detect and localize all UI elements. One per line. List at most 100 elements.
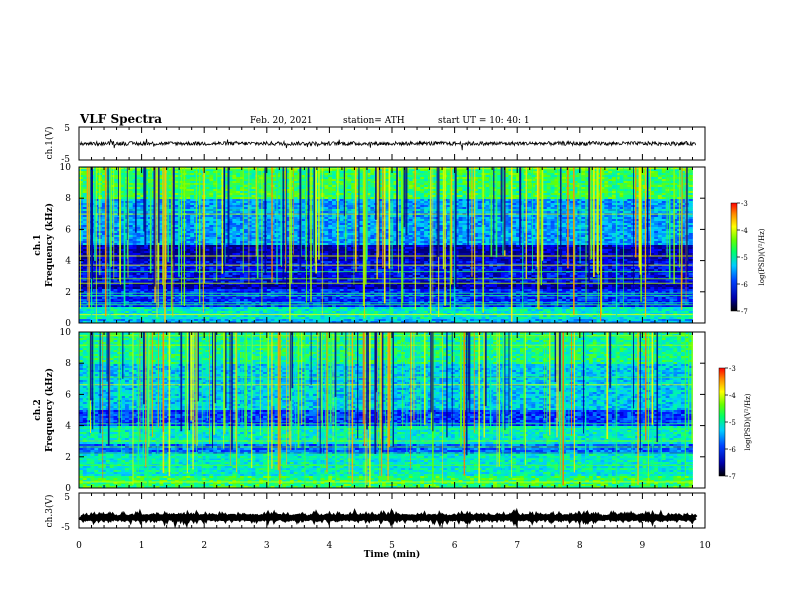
spectrogram-cell xyxy=(550,181,555,184)
spectrogram-cell xyxy=(370,203,375,206)
spectrogram-cell xyxy=(646,199,651,202)
spectrogram-cell xyxy=(408,187,413,190)
spectrogram-cell xyxy=(209,195,214,198)
spectrogram-cell xyxy=(477,197,482,200)
spectrogram-cell xyxy=(355,191,360,194)
spectrogram-cell xyxy=(600,171,605,174)
spectrogram-cell xyxy=(592,193,598,196)
spectrogram-cell xyxy=(251,191,256,194)
spectrogram-cell xyxy=(358,225,364,228)
spectrogram-cell xyxy=(128,175,134,178)
spectrogram-cell xyxy=(324,179,329,182)
spectrogram-cell xyxy=(132,211,137,214)
spectrogram-cell xyxy=(646,195,651,198)
spectrogram-cell xyxy=(190,181,195,184)
spectrogram-cell xyxy=(332,223,337,226)
spectrogram-cell xyxy=(397,181,402,184)
spectrogram-cell xyxy=(243,215,249,218)
spectrogram-cell xyxy=(680,181,686,184)
spectrogram-cell xyxy=(504,169,509,172)
spectrogram-cell xyxy=(504,179,509,182)
spectrogram-cell xyxy=(266,195,272,198)
spectrogram-cell xyxy=(485,225,490,228)
spectrogram-cell xyxy=(174,173,180,176)
spectrogram-cell xyxy=(366,211,371,214)
spectrogram-cell xyxy=(305,173,310,176)
spectrogram-cell xyxy=(232,173,237,176)
spectrogram-cell xyxy=(508,187,513,190)
spectrogram-cell xyxy=(144,203,149,206)
spectrogram-cell xyxy=(527,219,532,222)
spectrogram-cell xyxy=(167,173,172,176)
spectrogram-cell xyxy=(416,207,421,210)
spectrogram-cell xyxy=(243,199,249,202)
spectrogram-cell xyxy=(397,175,402,178)
spectrogram-cell xyxy=(339,169,344,172)
spectrogram-cell xyxy=(190,179,195,182)
spectrogram-cell xyxy=(661,177,667,180)
spectrogram-cell xyxy=(493,195,498,198)
spectrogram-cell xyxy=(144,195,149,198)
spectrogram-cell xyxy=(132,175,137,178)
spectrogram-cell xyxy=(420,217,425,220)
spectrogram-cell xyxy=(270,221,275,224)
spectrogram-cell xyxy=(546,189,552,192)
spectrogram-cell xyxy=(224,205,229,208)
spectrogram-cell xyxy=(209,207,214,210)
spectrogram-cell xyxy=(113,169,118,172)
spectrogram-cell xyxy=(236,215,241,218)
spectrogram-cell xyxy=(424,203,429,206)
spectrogram-cell xyxy=(512,185,517,188)
spectrogram-cell xyxy=(458,195,463,198)
spectrogram-cell xyxy=(627,207,632,210)
spectrogram-cell xyxy=(611,185,617,188)
spectrogram-cell xyxy=(600,185,605,188)
spectrogram-cell xyxy=(205,201,210,204)
spectrogram-cell xyxy=(113,215,118,218)
spectrogram-cell xyxy=(305,177,310,180)
spectrogram-cell xyxy=(178,211,183,214)
spectrogram-cell xyxy=(190,195,195,198)
spectrogram-cell xyxy=(259,181,264,184)
spectrogram-cell xyxy=(351,201,356,204)
spectrogram-cell xyxy=(680,173,686,176)
spectrogram-cell xyxy=(286,219,291,222)
spectrogram-cell xyxy=(673,199,678,202)
spectrogram-cell xyxy=(351,211,356,214)
spectrogram-cell xyxy=(531,173,536,176)
spectrogram-cell xyxy=(447,189,452,192)
spectrogram-cell xyxy=(393,191,398,194)
spectrogram-cell xyxy=(608,185,613,188)
spectrogram-cell xyxy=(243,177,249,180)
spectrogram-cell xyxy=(462,189,467,192)
spectrogram-cell xyxy=(627,191,632,194)
spectrogram-cell xyxy=(332,173,337,176)
spectrogram-cell xyxy=(581,193,586,196)
spectrogram-cell xyxy=(167,203,172,206)
spectrogram-cell xyxy=(573,169,578,172)
spectrogram-cell xyxy=(665,203,670,206)
spectrogram-cell xyxy=(512,169,517,172)
spectrogram-cell xyxy=(332,191,337,194)
spectrogram-cell xyxy=(420,215,425,218)
spectrogram-cell xyxy=(454,215,459,218)
spectrogram-cell xyxy=(393,219,398,222)
spectrogram-cell xyxy=(174,221,180,224)
spectrogram-cell xyxy=(657,173,663,176)
spectrogram-cell xyxy=(669,199,674,202)
spectrogram-cell xyxy=(650,201,655,204)
spectrogram-cell xyxy=(542,179,548,182)
spectrogram-cell xyxy=(673,185,678,188)
spectrogram-cell xyxy=(542,189,548,192)
spectrogram-cell xyxy=(420,169,425,172)
spectrogram-cell xyxy=(121,223,126,226)
spectrogram-cell xyxy=(604,195,609,198)
spectrogram-cell xyxy=(136,181,141,184)
spectrogram-cell xyxy=(657,191,663,194)
spectrogram-cell xyxy=(665,181,670,184)
spectrogram-cell xyxy=(121,189,126,192)
spectrogram-cell xyxy=(186,223,191,226)
spectrogram-cell xyxy=(527,193,532,196)
spectrogram-cell xyxy=(232,195,237,198)
spectrogram-cell xyxy=(174,215,180,218)
